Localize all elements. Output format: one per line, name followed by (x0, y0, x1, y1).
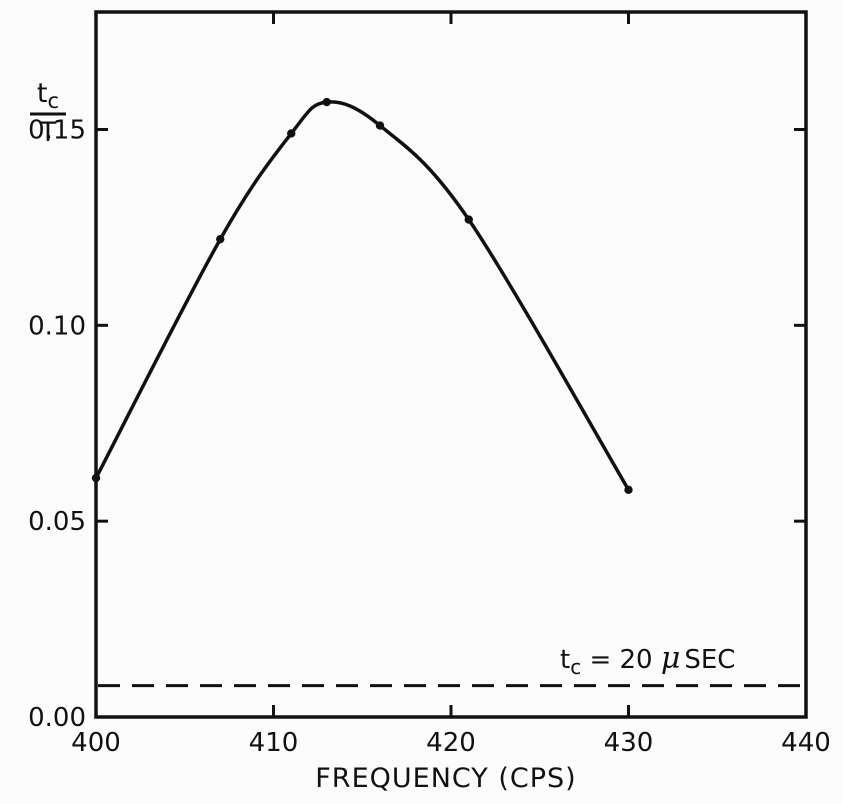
reference-line-annotation: tc = 20 μ SEC (560, 641, 735, 679)
data-point (287, 129, 296, 138)
chart-axes: 400 410 420 430 440 0.00 0.05 0.10 0.15 (28, 10, 831, 758)
y-axis-label-numerator: tc (37, 78, 59, 113)
series-line (94, 100, 631, 492)
axis-labels-group: FREQUENCY (CPS) tc T (30, 78, 576, 794)
x-tick-label: 400 (71, 728, 121, 758)
series-group (94, 100, 631, 492)
y-tick-label: 0.10 (28, 311, 86, 341)
data-point (375, 121, 385, 130)
x-tick-label: 430 (604, 728, 654, 758)
data-points-group (91, 97, 633, 495)
y-tick-label: 0.15 (28, 116, 86, 146)
data-point (91, 473, 101, 483)
x-tick-label: 420 (426, 728, 476, 758)
y-tick-label: 0.00 (28, 703, 86, 733)
data-point (464, 215, 473, 224)
x-tick-label: 410 (249, 728, 299, 758)
data-point (624, 485, 633, 495)
annotation-group: tc = 20 μ SEC (560, 641, 735, 679)
y-tick-label: 0.05 (28, 507, 86, 537)
x-tick-label: 440 (781, 728, 831, 758)
x-axis-label: FREQUENCY (CPS) (315, 763, 576, 794)
plot-frame (94, 10, 808, 719)
y-axis-label: tc T (30, 78, 66, 148)
data-point (322, 97, 331, 107)
y-axis-label-denominator: T (39, 117, 57, 148)
data-point (216, 234, 225, 244)
